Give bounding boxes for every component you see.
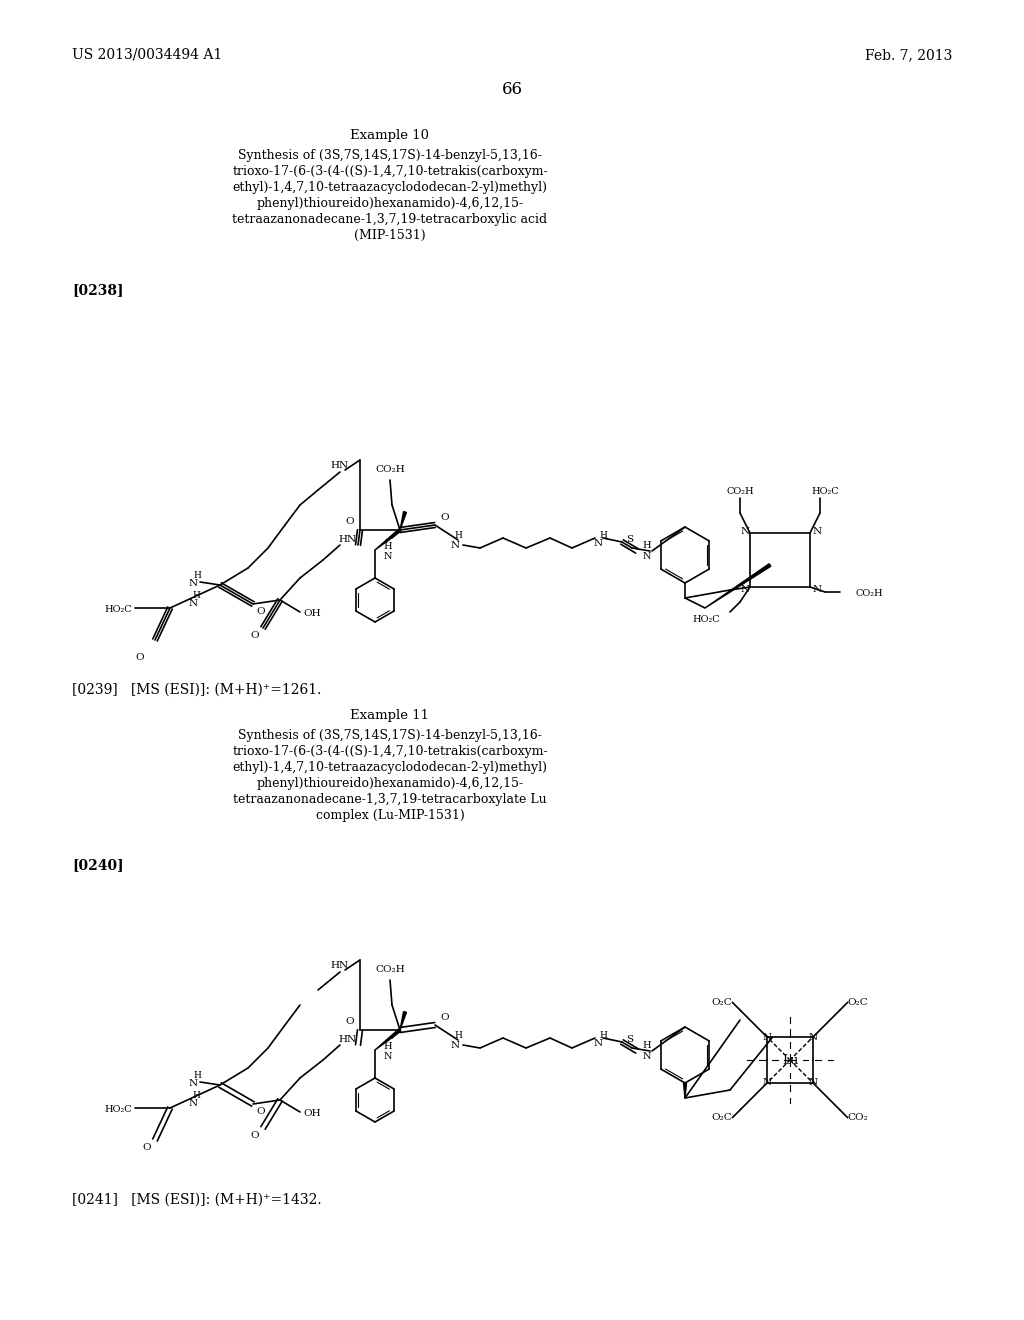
Text: N: N (763, 1078, 772, 1088)
Text: CO₂H: CO₂H (375, 466, 404, 474)
Text: US 2013/0034494 A1: US 2013/0034494 A1 (72, 48, 222, 62)
Text: O: O (440, 1012, 450, 1022)
Text: O: O (251, 631, 259, 640)
Text: [0239]   [MS (ESI)]: (M+H)⁺=1261.: [0239] [MS (ESI)]: (M+H)⁺=1261. (72, 682, 322, 697)
Text: ethyl)-1,4,7,10-tetraazacyclododecan-2-yl)methyl): ethyl)-1,4,7,10-tetraazacyclododecan-2-y… (232, 760, 548, 774)
Text: O: O (440, 512, 450, 521)
Text: HN: HN (339, 1035, 357, 1044)
Text: CO₂H: CO₂H (855, 589, 883, 598)
Text: N: N (188, 1100, 198, 1109)
Text: HO₂C: HO₂C (104, 606, 132, 615)
Text: H
N: H N (384, 543, 392, 561)
Text: O₂C: O₂C (712, 1113, 732, 1122)
Text: S: S (627, 1035, 634, 1044)
Text: H: H (194, 570, 201, 579)
Text: OH: OH (303, 1110, 321, 1118)
Text: N: N (188, 599, 198, 609)
Text: N: N (740, 585, 750, 594)
Text: N: N (188, 578, 198, 587)
Text: H: H (454, 1031, 462, 1040)
Polygon shape (683, 1082, 686, 1098)
Text: Example 11: Example 11 (350, 709, 429, 722)
Text: HN: HN (331, 961, 349, 970)
Text: phenyl)thioureido)hexanamido)-4,6,12,15-: phenyl)thioureido)hexanamido)-4,6,12,15- (256, 776, 523, 789)
Polygon shape (400, 1011, 407, 1030)
Text: tetraazanonadecane-1,3,7,19-tetracarboxylate Lu: tetraazanonadecane-1,3,7,19-tetracarboxy… (233, 792, 547, 805)
Text: [0240]: [0240] (72, 858, 124, 873)
Text: S: S (627, 536, 634, 544)
Text: phenyl)thioureido)hexanamido)-4,6,12,15-: phenyl)thioureido)hexanamido)-4,6,12,15- (256, 197, 523, 210)
Text: H: H (454, 531, 462, 540)
Polygon shape (375, 1028, 401, 1049)
Text: HO₂C: HO₂C (692, 615, 720, 623)
Text: O₂C: O₂C (848, 998, 868, 1007)
Text: Synthesis of (3S,7S,14S,17S)-14-benzyl-5,13,16-: Synthesis of (3S,7S,14S,17S)-14-benzyl-5… (238, 729, 542, 742)
Text: O: O (257, 1107, 265, 1117)
Text: N: N (808, 1078, 817, 1088)
Text: N: N (188, 1078, 198, 1088)
Text: [0238]: [0238] (72, 282, 124, 297)
Text: N: N (808, 1032, 817, 1041)
Text: N: N (812, 527, 821, 536)
Text: O: O (251, 1131, 259, 1140)
Text: H: H (193, 1092, 200, 1101)
Text: N: N (451, 1040, 460, 1049)
Text: (MIP-1531): (MIP-1531) (354, 228, 426, 242)
Text: tetraazanonadecane-1,3,7,19-tetracarboxylic acid: tetraazanonadecane-1,3,7,19-tetracarboxy… (232, 213, 548, 226)
Polygon shape (400, 512, 407, 531)
Text: complex (Lu-MIP-1531): complex (Lu-MIP-1531) (315, 808, 464, 821)
Text: CO₂: CO₂ (848, 1113, 868, 1122)
Text: N: N (812, 585, 821, 594)
Text: [0241]   [MS (ESI)]: (M+H)⁺=1432.: [0241] [MS (ESI)]: (M+H)⁺=1432. (72, 1193, 322, 1206)
Text: N: N (451, 540, 460, 549)
Text: O: O (257, 607, 265, 616)
Text: 66: 66 (502, 82, 522, 99)
Text: H: H (194, 1071, 201, 1080)
Text: O: O (346, 1018, 354, 1027)
Text: HN: HN (339, 536, 357, 544)
Text: HO₂C: HO₂C (104, 1106, 132, 1114)
Text: HN: HN (331, 462, 349, 470)
Text: H
N: H N (384, 1041, 392, 1061)
Text: N: N (594, 1039, 602, 1048)
Text: Example 10: Example 10 (350, 128, 429, 141)
Text: H: H (599, 531, 607, 540)
Text: N: N (594, 539, 602, 548)
Text: O: O (142, 1143, 152, 1152)
Text: trioxo-17-(6-(3-(4-((S)-1,4,7,10-tetrakis(carboxym-: trioxo-17-(6-(3-(4-((S)-1,4,7,10-tetraki… (232, 165, 548, 177)
Text: N: N (740, 527, 750, 536)
Polygon shape (375, 529, 401, 550)
Text: H
N: H N (643, 541, 651, 561)
Text: ethyl)-1,4,7,10-tetraazacyclododecan-2-yl)methyl): ethyl)-1,4,7,10-tetraazacyclododecan-2-y… (232, 181, 548, 194)
Text: CO₂H: CO₂H (375, 965, 404, 974)
Text: CO₂H: CO₂H (726, 487, 754, 495)
Text: O: O (346, 517, 354, 527)
Text: H: H (599, 1031, 607, 1040)
Text: O₂C: O₂C (712, 998, 732, 1007)
Polygon shape (705, 564, 771, 609)
Text: Synthesis of (3S,7S,14S,17S)-14-benzyl-5,13,16-: Synthesis of (3S,7S,14S,17S)-14-benzyl-5… (238, 149, 542, 161)
Text: OH: OH (303, 610, 321, 619)
Text: Feb. 7, 2013: Feb. 7, 2013 (864, 48, 952, 62)
Text: N: N (763, 1032, 772, 1041)
Text: O: O (136, 653, 144, 663)
Text: HO₂C: HO₂C (811, 487, 839, 495)
Text: H: H (193, 591, 200, 601)
Text: trioxo-17-(6-(3-(4-((S)-1,4,7,10-tetrakis(carboxym-: trioxo-17-(6-(3-(4-((S)-1,4,7,10-tetraki… (232, 744, 548, 758)
Text: Lu: Lu (782, 1053, 798, 1067)
Text: H
N: H N (643, 1041, 651, 1061)
